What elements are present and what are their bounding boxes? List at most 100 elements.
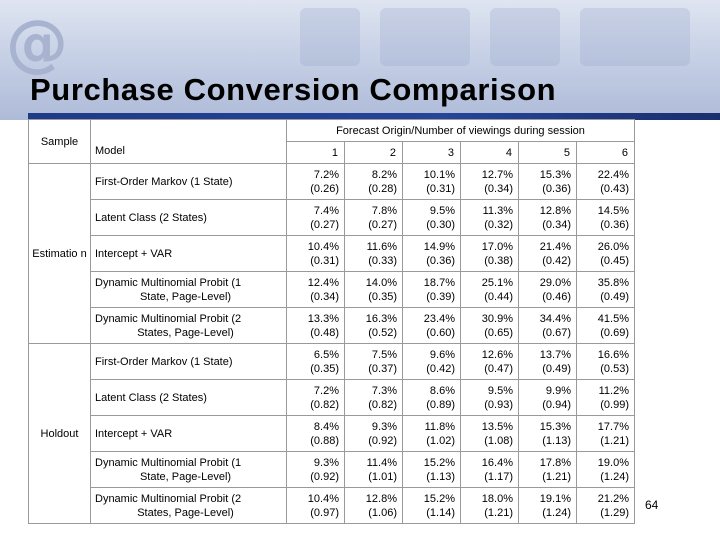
rate-cell: 13.5% (1.08): [460, 415, 519, 452]
standard-error: (0.36): [600, 218, 629, 231]
conversion-rate: 14.9%: [423, 240, 455, 253]
standard-error: (0.52): [368, 326, 397, 339]
rate-cell: 11.2% (0.99): [576, 379, 635, 416]
slide-title: Purchase Conversion Comparison: [30, 72, 557, 107]
rate-cell: 11.6% (0.33): [344, 235, 403, 272]
column-number-header: 1: [286, 141, 345, 164]
rate-cell: 9.6% (0.42): [402, 343, 461, 380]
conversion-rate: 15.3%: [539, 420, 571, 433]
rate-cell: 8.2% (0.28): [344, 163, 403, 200]
conversion-rate: 16.3%: [365, 312, 397, 325]
conversion-rate: 17.8%: [539, 456, 571, 469]
conversion-rate: 8.4%: [313, 420, 339, 433]
conversion-rate: 17.0%: [481, 240, 513, 253]
model-name: Dynamic Multinomial Probit (1: [95, 276, 242, 289]
rate-cell: 12.8% (0.34): [518, 199, 577, 236]
rate-cell: 7.2% (0.82): [286, 379, 345, 416]
table-row: Dynamic Multinomial Probit (2 States, Pag…: [29, 487, 635, 524]
standard-error: (0.48): [310, 326, 339, 339]
conversion-rate: 7.3%: [371, 384, 397, 397]
standard-error: (0.94): [542, 398, 571, 411]
conversion-rate: 16.4%: [481, 456, 513, 469]
standard-error: (0.65): [484, 326, 513, 339]
standard-error: (0.38): [484, 254, 513, 267]
model-name-continued: State, Page-Level): [139, 290, 232, 303]
standard-error: (0.28): [368, 182, 397, 195]
forecast-origin-header: Forecast Origin/Number of viewings durin…: [286, 119, 635, 142]
model-name-continued: States, Page-Level): [137, 506, 234, 519]
standard-error: (1.21): [542, 470, 571, 483]
at-sign-icon: @: [6, 6, 68, 79]
conversion-rate: 15.2%: [423, 456, 455, 469]
rate-cell: 7.4% (0.27): [286, 199, 345, 236]
conversion-rate: 15.2%: [423, 492, 455, 505]
table-row: Intercept + VAR 10.4% (0.31) 11.6% (0.33) 14.…: [29, 235, 635, 272]
rate-cell: 9.3% (0.92): [344, 415, 403, 452]
rate-cell: 22.4% (0.43): [576, 163, 635, 200]
standard-error: (1.13): [542, 434, 571, 447]
rate-cell: 12.7% (0.34): [460, 163, 519, 200]
conversion-rate: 12.8%: [539, 204, 571, 217]
conversion-rate: 16.6%: [597, 348, 629, 361]
conversion-rate: 11.6%: [366, 240, 397, 253]
conversion-rate: 9.3%: [313, 456, 339, 469]
conversion-rate: 22.4%: [597, 168, 629, 181]
header-banner: @: [0, 0, 720, 120]
conversion-rate: 12.7%: [481, 168, 513, 181]
conversion-rate: 23.4%: [423, 312, 455, 325]
standard-error: (1.24): [600, 470, 629, 483]
standard-error: (0.82): [368, 398, 397, 411]
model-name: First-Order Markov (1 State): [95, 355, 233, 368]
rate-cell: 7.8% (0.27): [344, 199, 403, 236]
conversion-rate: 9.9%: [545, 384, 571, 397]
standard-error: (0.88): [310, 434, 339, 447]
conversion-rate: 41.5%: [597, 312, 629, 325]
conversion-rate: 7.5%: [371, 348, 397, 361]
conversion-rate: 18.0%: [481, 492, 513, 505]
sample-group-label: Holdout: [28, 343, 91, 524]
standard-error: (0.39): [426, 290, 455, 303]
rate-cell: 12.8% (1.06): [344, 487, 403, 524]
model-name-cell: First-Order Markov (1 State): [90, 343, 287, 380]
standard-error: (0.26): [310, 182, 339, 195]
banner-decoration: [580, 8, 690, 66]
model-name: Dynamic Multinomial Probit (1: [95, 456, 242, 469]
rate-cell: 14.0% (0.35): [344, 271, 403, 308]
standard-error: (0.99): [600, 398, 629, 411]
banner-decoration: [490, 8, 560, 66]
rate-cell: 19.1% (1.24): [518, 487, 577, 524]
rate-cell: 9.3% (0.92): [286, 451, 345, 488]
rate-cell: 18.7% (0.39): [402, 271, 461, 308]
conversion-rate: 17.7%: [597, 420, 629, 433]
model-name-cell: Dynamic Multinomial Probit (1 State, Page…: [90, 451, 287, 488]
conversion-rate: 10.4%: [307, 492, 339, 505]
standard-error: (0.30): [426, 218, 455, 231]
conversion-rate: 12.8%: [365, 492, 397, 505]
conversion-rate: 11.3%: [482, 204, 513, 217]
rate-cell: 18.0% (1.21): [460, 487, 519, 524]
model-name-continued: States, Page-Level): [137, 326, 234, 339]
conversion-rate: 11.8%: [424, 420, 455, 433]
conversion-rate: 18.7%: [423, 276, 455, 289]
conversion-rate: 7.4%: [313, 204, 339, 217]
model-name-cell: Intercept + VAR: [90, 235, 287, 272]
model-name: Latent Class (2 States): [95, 391, 207, 404]
conversion-rate: 19.1%: [539, 492, 571, 505]
rate-cell: 6.5% (0.35): [286, 343, 345, 380]
rate-cell: 15.3% (0.36): [518, 163, 577, 200]
table-row: Intercept + VAR 8.4% (0.88) 9.3% (0.92) 11.8%…: [29, 415, 635, 452]
standard-error: (0.32): [484, 218, 513, 231]
rate-cell: 17.8% (1.21): [518, 451, 577, 488]
column-number-header: 5: [518, 141, 577, 164]
rate-cell: 10.4% (0.97): [286, 487, 345, 524]
rate-cell: 30.9% (0.65): [460, 307, 519, 344]
column-number-header: 3: [402, 141, 461, 164]
rate-cell: 19.0% (1.24): [576, 451, 635, 488]
rate-cell: 21.2% (1.29): [576, 487, 635, 524]
standard-error: (1.08): [484, 434, 513, 447]
standard-error: (0.97): [310, 506, 339, 519]
conversion-rate: 10.4%: [307, 240, 339, 253]
rate-cell: 17.0% (0.38): [460, 235, 519, 272]
table-row: Latent Class (2 States) 7.4% (0.27) 7.8% (0.…: [29, 199, 635, 236]
conversion-rate: 30.9%: [481, 312, 513, 325]
